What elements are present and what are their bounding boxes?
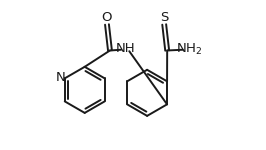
Text: N: N bbox=[56, 71, 65, 84]
Text: NH$_2$: NH$_2$ bbox=[176, 41, 202, 57]
Text: NH: NH bbox=[116, 42, 135, 56]
Text: O: O bbox=[102, 11, 112, 24]
Text: S: S bbox=[160, 11, 168, 24]
